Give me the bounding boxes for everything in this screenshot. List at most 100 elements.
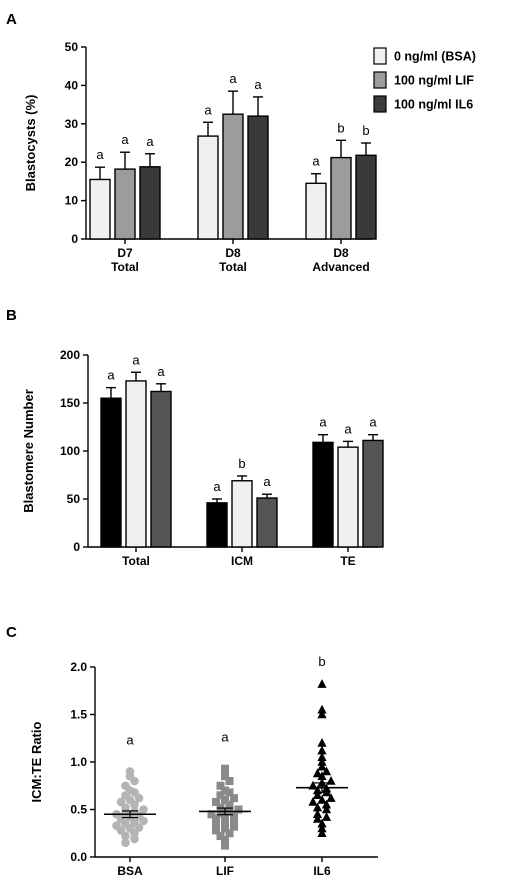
y-tick-label: 30	[65, 117, 79, 131]
data-point	[234, 805, 243, 814]
x-category-label: ICM	[231, 554, 253, 568]
significance-letter: a	[107, 368, 115, 383]
data-point	[321, 812, 332, 821]
y-tick-label: 50	[65, 40, 79, 54]
data-point	[312, 802, 323, 812]
data-point	[317, 757, 327, 766]
significance-letter: b	[337, 120, 344, 135]
panel-c: C 0.0 0.5 1.0 1.5 2.0 ICM:TE Ratio BSA a LIF a IL6 b	[6, 624, 378, 878]
data-point	[308, 796, 318, 806]
data-point	[312, 768, 323, 778]
data-point	[321, 766, 332, 776]
significance-letter: a	[344, 421, 352, 436]
data-point	[317, 828, 327, 838]
legend-label: 100 ng/ml IL6	[394, 98, 473, 112]
data-point	[116, 797, 126, 807]
y-axis-title: ICM:TE Ratio	[29, 722, 44, 803]
data-point	[221, 818, 229, 827]
data-point	[207, 810, 216, 819]
data-point	[225, 800, 234, 809]
data-point	[317, 738, 327, 747]
y-tick-label: 1.0	[70, 755, 87, 769]
bar	[312, 441, 334, 548]
x-category-label: Total	[219, 260, 247, 274]
y-tick-label: 40	[65, 78, 79, 92]
data-point	[317, 761, 327, 771]
data-point	[317, 795, 327, 804]
bar	[222, 113, 244, 240]
significance-letter: a	[221, 729, 229, 744]
data-point	[230, 822, 238, 831]
x-category-label: Advanced	[312, 260, 369, 274]
data-point	[112, 821, 121, 830]
significance-letter: a	[146, 134, 154, 149]
bar	[305, 182, 327, 240]
y-tick-label: 50	[67, 492, 81, 506]
x-category-label: IL6	[313, 864, 331, 878]
data-point	[326, 793, 336, 802]
y-tick-label: 0	[73, 540, 80, 554]
data-point	[321, 799, 332, 809]
data-point	[221, 813, 229, 822]
bar	[362, 439, 384, 548]
bar	[256, 497, 278, 548]
data-point	[212, 826, 220, 835]
data-point	[221, 841, 229, 850]
legend-label: 100 ng/ml LIF	[394, 74, 474, 88]
y-tick-label: 0.0	[70, 850, 87, 864]
x-category-label: D7	[117, 246, 133, 260]
significance-letter: a	[204, 102, 212, 117]
data-point	[312, 790, 323, 800]
data-point	[317, 704, 327, 714]
bar	[150, 390, 172, 548]
data-point	[230, 816, 238, 825]
y-tick-label: 0.5	[70, 803, 87, 817]
x-category-label: LIF	[216, 864, 234, 878]
bar	[247, 115, 269, 240]
y-tick-label: 1.5	[70, 708, 87, 722]
data-point	[139, 805, 148, 814]
data-point	[212, 815, 220, 823]
y-tick-label: 0	[71, 232, 78, 246]
x-category-label: D8	[225, 246, 241, 260]
significance-letter: a	[132, 352, 140, 367]
bar	[330, 156, 352, 240]
data-point	[216, 832, 225, 841]
data-point	[221, 796, 229, 804]
bar	[337, 446, 359, 548]
data-point	[225, 777, 234, 785]
bar	[114, 168, 136, 240]
significance-letter: a	[319, 415, 327, 430]
legend-label: 0 ng/ml (BSA)	[394, 50, 476, 64]
significance-letter: a	[96, 147, 104, 162]
data-point	[221, 835, 229, 844]
data-point	[212, 819, 220, 828]
data-point	[221, 786, 229, 795]
significance-letter: a	[213, 479, 221, 494]
significance-letter: a	[312, 154, 320, 169]
legend-swatch	[373, 95, 387, 113]
panel-letter: C	[6, 624, 17, 641]
data-point	[216, 809, 225, 818]
significance-letter: b	[238, 456, 245, 471]
significance-letter: b	[318, 654, 325, 669]
bar	[89, 178, 111, 240]
x-category-label: Total	[111, 260, 139, 274]
y-axis-title: Blastomere Number	[21, 389, 36, 513]
bar	[206, 502, 228, 548]
legend: 0 ng/ml (BSA) 100 ng/ml LIF 100 ng/ml IL6	[373, 47, 476, 113]
data-point	[317, 771, 327, 781]
data-point	[317, 745, 327, 755]
y-tick-label: 200	[60, 348, 80, 362]
data-point	[221, 764, 229, 773]
y-tick-label: 20	[65, 155, 79, 169]
panel-b: B 0 50 100 150 200 Blastomere Number Total a a a IC…	[6, 307, 384, 568]
data-point	[312, 809, 323, 819]
y-tick-label: 150	[60, 396, 80, 410]
x-category-label: D8	[333, 246, 349, 260]
x-category-label: BSA	[117, 864, 143, 878]
significance-letter: a	[369, 415, 377, 430]
y-tick-label: 10	[65, 194, 79, 208]
data-point	[317, 709, 327, 719]
